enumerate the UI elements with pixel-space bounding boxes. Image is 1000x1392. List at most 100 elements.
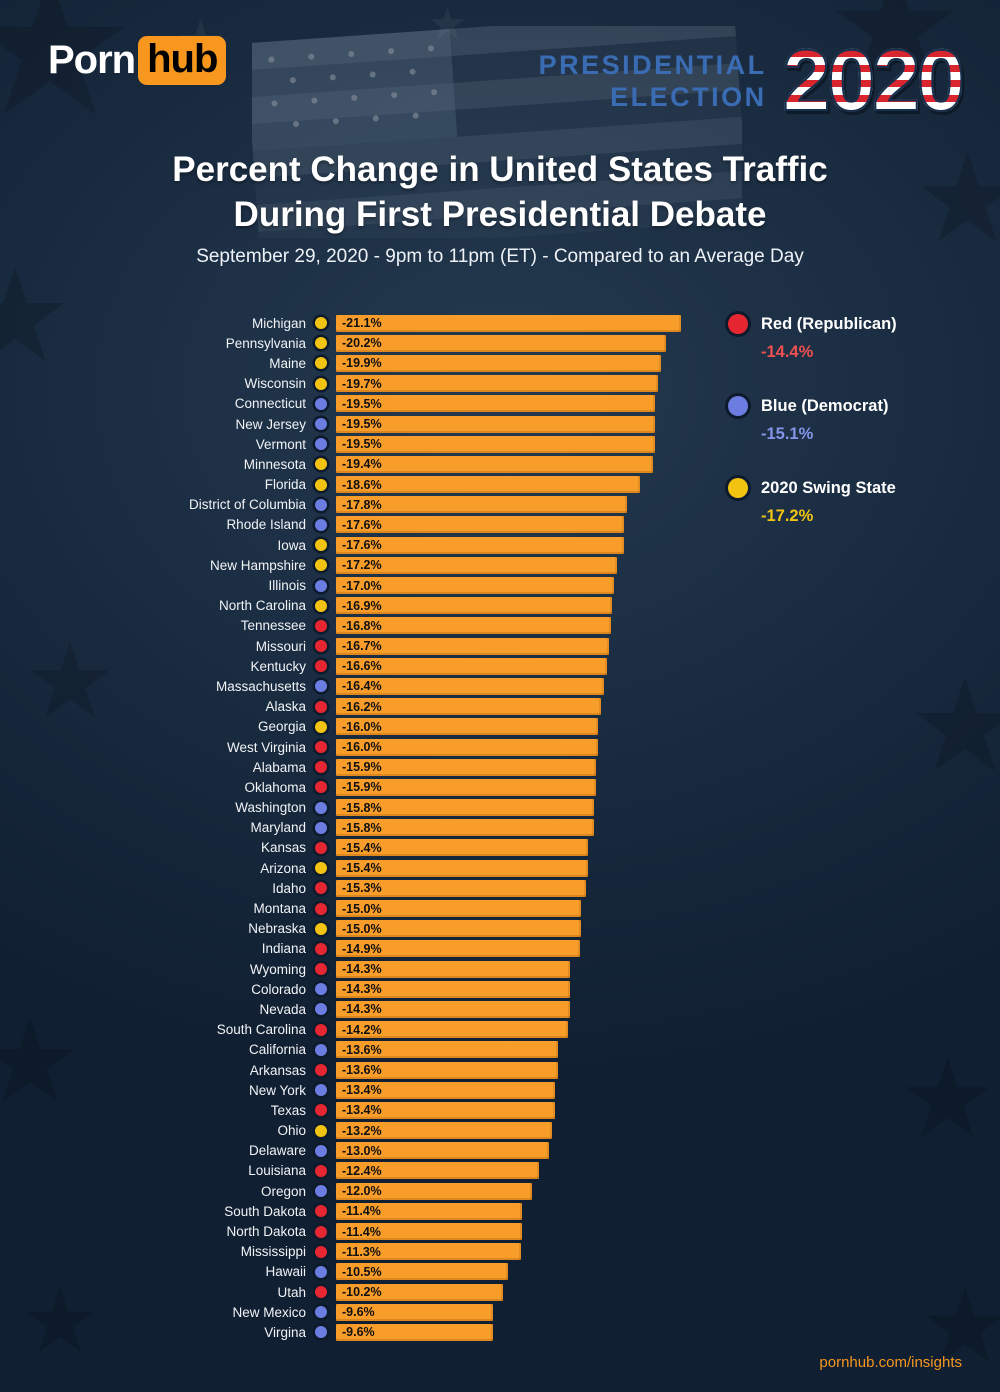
chart-row: Missouri -16.7% [0, 636, 681, 656]
party-dot-red-icon [315, 1225, 327, 1238]
state-label: North Dakota [226, 1224, 306, 1240]
blue-dot-icon [728, 396, 748, 416]
state-label: Alabama [252, 759, 306, 775]
party-dot-swing-icon [315, 377, 327, 390]
state-label: Nebraska [248, 921, 306, 937]
party-dot-red-icon [315, 640, 327, 653]
traffic-bar: -20.2% [336, 334, 667, 352]
state-label: Ohio [277, 1123, 306, 1139]
bar-value: -19.7% [342, 376, 382, 391]
party-dot-blue-icon [315, 1003, 327, 1016]
chart-row: Utah -10.2% [0, 1282, 681, 1302]
bar-value: -14.3% [342, 962, 382, 977]
chart-row: Wyoming -14.3% [0, 959, 681, 979]
party-dot-blue-icon [315, 983, 327, 996]
chart-row: Louisiana -12.4% [0, 1161, 681, 1181]
insights-link[interactable]: pornhub.com/insights [819, 1354, 962, 1371]
party-dot-blue-icon [315, 1306, 327, 1319]
state-label: Arizona [260, 860, 306, 876]
traffic-bar: -9.6% [336, 1303, 493, 1321]
traffic-bar: -16.0% [336, 738, 598, 756]
party-dot-red-icon [315, 781, 327, 794]
party-dot-red-icon [315, 660, 327, 673]
state-label: Illinois [268, 578, 306, 594]
state-label: Montana [253, 901, 306, 917]
bar-value: -16.7% [342, 639, 382, 654]
traffic-bar: -13.6% [336, 1041, 559, 1059]
party-dot-blue-icon [315, 821, 327, 834]
traffic-bar: -15.8% [336, 799, 595, 817]
traffic-bar: -15.0% [336, 920, 582, 938]
state-label: Rhode Island [226, 517, 306, 533]
legend-item-red: Red (Republican) -14.4% [728, 314, 978, 362]
party-dot-red-icon [315, 1104, 327, 1117]
bar-value: -10.2% [342, 1285, 382, 1300]
bar-value: -17.8% [342, 497, 382, 512]
party-dot-red-icon [315, 1164, 327, 1177]
party-dot-blue-icon [315, 1326, 327, 1339]
chart-row: New York -13.4% [0, 1080, 681, 1100]
election-title: PRESIDENTIAL ELECTION [539, 50, 767, 114]
traffic-bar: -18.6% [336, 476, 641, 494]
state-label: Louisiana [248, 1163, 306, 1179]
traffic-bar: -13.0% [336, 1142, 549, 1160]
chart-row: Kentucky -16.6% [0, 656, 681, 676]
state-label: Texas [270, 1102, 306, 1118]
state-label: New Jersey [235, 416, 306, 432]
state-label: South Carolina [216, 1022, 306, 1038]
state-label: Idaho [272, 880, 306, 896]
state-label: New York [248, 1082, 306, 1098]
party-dot-swing-icon [315, 862, 327, 875]
election-line1: PRESIDENTIAL [538, 49, 767, 80]
state-label: Massachusetts [215, 678, 306, 694]
traffic-bar: -16.2% [336, 698, 601, 716]
legend-item-blue: Blue (Democrat) -15.1% [728, 396, 978, 444]
party-dot-swing-icon [315, 478, 327, 491]
state-label: Wisconsin [244, 376, 306, 392]
traffic-bar: -10.2% [336, 1283, 503, 1301]
bar-value: -15.0% [342, 921, 382, 936]
state-label: Virgina [264, 1324, 306, 1340]
traffic-bar: -15.9% [336, 778, 596, 796]
legend-head: Red (Republican) [728, 314, 978, 334]
bar-value: -17.2% [342, 558, 382, 573]
state-label: North Carolina [218, 598, 306, 614]
party-dot-red-icon [315, 1205, 327, 1218]
logo-text-porn: Porn [48, 38, 136, 82]
legend-label: 2020 Swing State [761, 478, 896, 497]
party-dot-red-icon [315, 1064, 327, 1077]
traffic-bar: -19.7% [336, 375, 659, 393]
chart-row: Georgia -16.0% [0, 717, 681, 737]
state-label: Kansas [260, 840, 306, 856]
party-dot-blue-icon [315, 579, 327, 592]
chart-row: Arkansas -13.6% [0, 1060, 681, 1080]
traffic-bar: -17.6% [336, 516, 624, 534]
state-label: Georgia [257, 719, 306, 735]
party-dot-blue-icon [315, 498, 327, 511]
traffic-bar: -19.9% [336, 354, 662, 372]
chart-row: Alaska -16.2% [0, 697, 681, 717]
state-label: Arkansas [249, 1062, 306, 1078]
state-label: New Hampshire [209, 557, 306, 573]
party-dot-red-icon [315, 619, 327, 632]
state-label: District of Columbia [188, 497, 306, 513]
party-dot-swing-icon [315, 720, 327, 733]
bar-value: -16.2% [342, 699, 382, 714]
chart-row: Hawaii -10.5% [0, 1262, 681, 1282]
chart-row: District of Columbia -17.8% [0, 495, 681, 515]
bar-value: -11.4% [342, 1204, 381, 1219]
bar-value: -16.0% [342, 719, 382, 734]
chart-row: Michigan -21.1% [0, 313, 681, 333]
party-dot-red-icon [315, 902, 327, 915]
bar-value: -13.2% [342, 1123, 382, 1138]
chart-row: Nevada -14.3% [0, 999, 681, 1019]
state-label: Missouri [255, 638, 306, 654]
bar-value: -15.8% [342, 820, 382, 835]
bar-value: -14.2% [342, 1022, 382, 1037]
party-dot-red-icon [315, 1286, 327, 1299]
bar-value: -13.4% [342, 1103, 382, 1118]
party-dot-red-icon [315, 942, 327, 955]
state-label: Indiana [261, 941, 306, 957]
bar-value: -19.5% [342, 437, 382, 452]
party-dot-swing-icon [315, 337, 327, 350]
